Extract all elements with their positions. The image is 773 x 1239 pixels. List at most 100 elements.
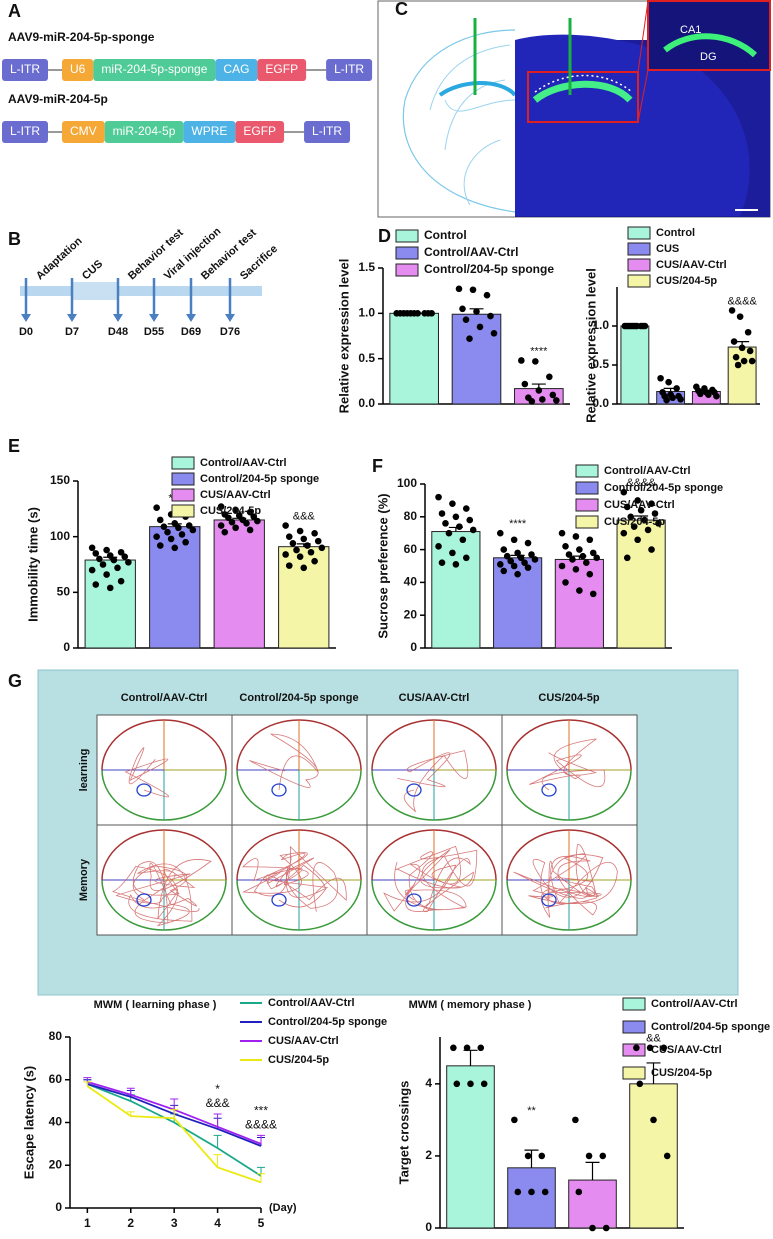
data-point [217, 522, 225, 529]
legend-swatch [395, 229, 419, 243]
y-tick-label: 0 [63, 640, 70, 654]
data-point [462, 316, 470, 323]
timeline-day: D0 [19, 326, 33, 338]
atlas-hippocampus [438, 81, 517, 97]
arrow-head [113, 314, 123, 322]
data-point [655, 520, 662, 527]
legend-label: Control/204-5p sponge [424, 262, 554, 276]
construct-element [304, 121, 351, 143]
data-point [593, 554, 601, 562]
data-point [293, 546, 300, 554]
data-point [728, 307, 736, 314]
bar [389, 312, 439, 405]
data-point [314, 537, 322, 545]
dg-signal [532, 80, 633, 103]
x-tick-label: 2 [127, 1216, 134, 1230]
bar [451, 313, 502, 405]
y-tick-label: 1.0 [592, 318, 609, 332]
data-point [125, 558, 132, 566]
data-point [243, 520, 250, 527]
data-point [558, 562, 566, 570]
timeline-day: D69 [181, 326, 201, 338]
y-tick-label: 80 [49, 1029, 63, 1043]
legend-label: Control [656, 227, 695, 239]
data-point [734, 361, 742, 369]
significance: &&& [293, 510, 316, 522]
y-tick-label: 60 [49, 1072, 63, 1086]
legend-swatch [575, 464, 599, 478]
error-bar [646, 1062, 661, 1084]
error-bar [83, 1081, 92, 1087]
platform [406, 893, 422, 907]
arrow-head [149, 314, 159, 322]
data-point [623, 503, 631, 511]
y-tick-label: 20 [404, 607, 418, 621]
legend-swatch [627, 258, 651, 272]
dg-outline [534, 74, 633, 93]
legend-swatch [395, 263, 419, 277]
significance: ** [527, 1105, 536, 1117]
panel-label: F [372, 456, 383, 476]
data-point [117, 577, 125, 585]
construct-element [62, 59, 94, 81]
data-point [641, 322, 649, 330]
legend-swatch [622, 1020, 646, 1034]
panel-label: G [8, 671, 22, 691]
arrow-head [67, 314, 77, 322]
y-tick-label: 0.0 [358, 396, 375, 410]
panel-label: A [8, 1, 21, 21]
element-label: WPRE [191, 124, 227, 138]
data-point [487, 312, 494, 320]
arrow-head [186, 314, 196, 322]
swim-path [124, 747, 169, 798]
data-point [500, 546, 508, 553]
legend-label: Control/204-5p sponge [200, 473, 319, 485]
data-point [175, 524, 182, 532]
y-axis-label: Immobility time (s) [25, 507, 40, 622]
construct-element [215, 59, 258, 81]
y-tick-label: 60 [404, 542, 418, 556]
swim-path [513, 844, 618, 918]
data-point [282, 551, 289, 558]
series-line [87, 1083, 262, 1177]
data-point [730, 338, 738, 345]
legend-swatch [171, 488, 195, 502]
y-tick-label: 0.5 [358, 351, 375, 365]
maze-column-title: Control/AAV-Ctrl [121, 692, 208, 704]
construct-element [93, 59, 216, 81]
data-point [651, 510, 659, 517]
data-point [546, 373, 553, 381]
data-point [156, 516, 164, 524]
y-tick-label: 40 [49, 1115, 63, 1129]
legend-swatch [627, 242, 651, 256]
y-tick-label: 0 [55, 1200, 62, 1214]
construct-title: AAV9-miR-204-5p [8, 92, 108, 106]
data-point [620, 529, 628, 537]
data-point [228, 518, 236, 526]
legend-swatch [627, 226, 651, 240]
data-point [92, 581, 100, 588]
significance: &&& [206, 1096, 230, 1110]
legend-label: CUS/AAV-Ctrl [651, 1044, 722, 1056]
element-label: miR-204-5p [113, 124, 176, 138]
brain-image: CA1 DG [377, 0, 771, 218]
bar [554, 558, 604, 649]
error-bar [585, 1161, 600, 1181]
data-point [641, 516, 648, 524]
data-point [178, 531, 186, 538]
data-point [307, 548, 315, 556]
data-point [171, 544, 179, 552]
y-axis-label: Relative expression level [583, 268, 598, 423]
data-point [217, 503, 225, 510]
data-point [296, 553, 304, 561]
data-point [669, 394, 676, 402]
y-axis-label: Sucrose preference (%) [375, 493, 390, 638]
data-point [250, 513, 258, 520]
data-point [660, 1044, 668, 1052]
data-point [96, 555, 103, 563]
data-point [452, 561, 460, 568]
bar [213, 519, 265, 649]
significance: && [646, 1033, 661, 1045]
legend-swatch [575, 481, 599, 495]
